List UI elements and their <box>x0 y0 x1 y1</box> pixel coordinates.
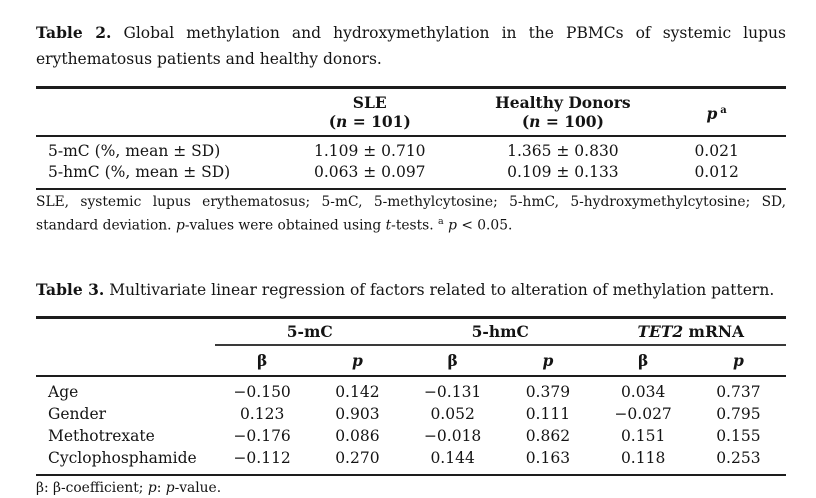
table3-cell: 0.052 <box>430 405 475 424</box>
table2-caption: Table 2. Global methylation and hydroxym… <box>36 20 786 72</box>
table2-header-row: SLE (n = 101) Healthy Donors (n = 100) p… <box>36 87 786 137</box>
table2-header-hd-n: (n = 100) <box>521 112 604 131</box>
table3-sub-p: p <box>690 345 786 378</box>
table2-cell-hd: 0.109 ± 0.133 <box>507 163 619 181</box>
table2-row-5mc: 5-mC (%, mean ± SD) 1.109 ± 0.710 1.365 … <box>36 136 786 162</box>
table2-cell-hd: 1.365 ± 0.830 <box>507 142 619 160</box>
table3-cell: 0.903 <box>335 405 380 424</box>
table3-caption-label: Table 3. <box>36 279 105 299</box>
table3-row-label: Gender <box>48 405 107 424</box>
table3-cell: 0.111 <box>525 405 571 424</box>
table3-sub-empty <box>36 345 215 378</box>
table3-cell: −0.176 <box>233 427 291 446</box>
table3-group-header-row: 5-mC 5-hmC TET2 mRNA <box>36 317 786 347</box>
table2-row-5hmc: 5-hmC (%, mean ± SD) 0.063 ± 0.097 0.109… <box>36 162 786 189</box>
table2: SLE (n = 101) Healthy Donors (n = 100) p… <box>36 86 786 190</box>
table3-cell: 0.253 <box>716 449 761 468</box>
table3-row-label: Methotrexate <box>48 427 155 446</box>
table3-group-empty <box>36 317 215 345</box>
table3-cell: 0.379 <box>525 383 571 402</box>
table3-sub-p: p <box>309 345 405 378</box>
table2-header-sle-name: SLE <box>352 93 387 112</box>
table3-cell: 0.270 <box>335 449 380 468</box>
table3-caption: Table 3. Multivariate linear regression … <box>36 277 786 303</box>
table3-group-5mc: 5-mC <box>214 317 405 347</box>
table3-cell: 0.118 <box>620 449 666 468</box>
table3-cell: 0.144 <box>430 449 475 468</box>
table3-footnote: β: β-coefficient; p: p-value. <box>36 480 222 497</box>
table3-row-methotrexate: Methotrexate −0.176 0.086 −0.018 0.862 0… <box>36 425 786 447</box>
table2-footnote: SLE, systemic lupus erythematosus; 5-mC,… <box>36 194 786 234</box>
table3-cell: 0.086 <box>335 427 380 446</box>
table3-subheader-row: β p β p β p <box>36 345 786 378</box>
table3-sub-beta: β <box>214 345 310 378</box>
table3-row-cyclophosphamide: Cyclophosphamide −0.112 0.270 0.144 0.16… <box>36 447 786 475</box>
table2-header-hd-name: Healthy Donors <box>495 93 631 112</box>
table2-caption-text: Global methylation and hydroxymethylatio… <box>36 24 786 68</box>
table3-group-tet2: TET2 mRNA <box>595 317 786 347</box>
table3-cell: 0.151 <box>620 427 666 446</box>
table3-row-gender: Gender 0.123 0.903 0.052 0.111 −0.027 0.… <box>36 403 786 425</box>
table3-cell: 0.795 <box>716 405 761 424</box>
table3-sub-beta: β <box>595 345 691 378</box>
table3-row-label: Age <box>48 383 79 402</box>
table3-cell: 0.142 <box>335 383 380 402</box>
table2-cell-sle: 1.109 ± 0.710 <box>313 142 426 160</box>
table2-header-sle: SLE (n = 101) <box>261 87 479 137</box>
table3-cell: 0.123 <box>239 405 285 424</box>
table3-row-age: Age −0.150 0.142 −0.131 0.379 0.034 0.73… <box>36 376 786 403</box>
table3-cell: −0.027 <box>614 405 672 424</box>
table3-cell: 0.737 <box>716 383 761 402</box>
table3-sub-beta: β <box>405 345 501 378</box>
table2-header-sle-n: (n = 101) <box>328 112 411 131</box>
table3-cell: 0.155 <box>716 427 761 446</box>
table3: 5-mC 5-hmC TET2 mRNA β p β p β p Age −0.… <box>36 315 786 477</box>
table3-row-label: Cyclophosphamide <box>48 449 197 468</box>
table2-caption-label: Table 2. <box>36 23 112 42</box>
table2-header-healthy-donors: Healthy Donors (n = 100) <box>478 87 648 137</box>
table2-row-label: 5-hmC (%, mean ± SD) <box>48 163 231 181</box>
table3-cell: −0.131 <box>423 383 482 402</box>
table3-cell: 0.862 <box>525 427 571 446</box>
table2-row-label: 5-mC (%, mean ± SD) <box>48 142 221 160</box>
table2-cell-sle: 0.063 ± 0.097 <box>313 163 426 181</box>
table2-cell-p: 0.012 <box>694 163 739 181</box>
table3-cell: −0.112 <box>233 449 291 468</box>
table3-cell: −0.150 <box>233 383 291 402</box>
table3-cell: 0.163 <box>525 449 571 468</box>
table3-group-5hmc: 5-hmC <box>405 317 596 347</box>
table3-cell: −0.018 <box>423 427 482 446</box>
table2-header-empty <box>36 87 261 137</box>
table3-cell: 0.034 <box>620 383 666 402</box>
table2-cell-p: 0.021 <box>694 142 739 160</box>
table3-caption-text: Multivariate linear regression of factor… <box>109 280 775 299</box>
table3-sub-p: p <box>500 345 596 378</box>
